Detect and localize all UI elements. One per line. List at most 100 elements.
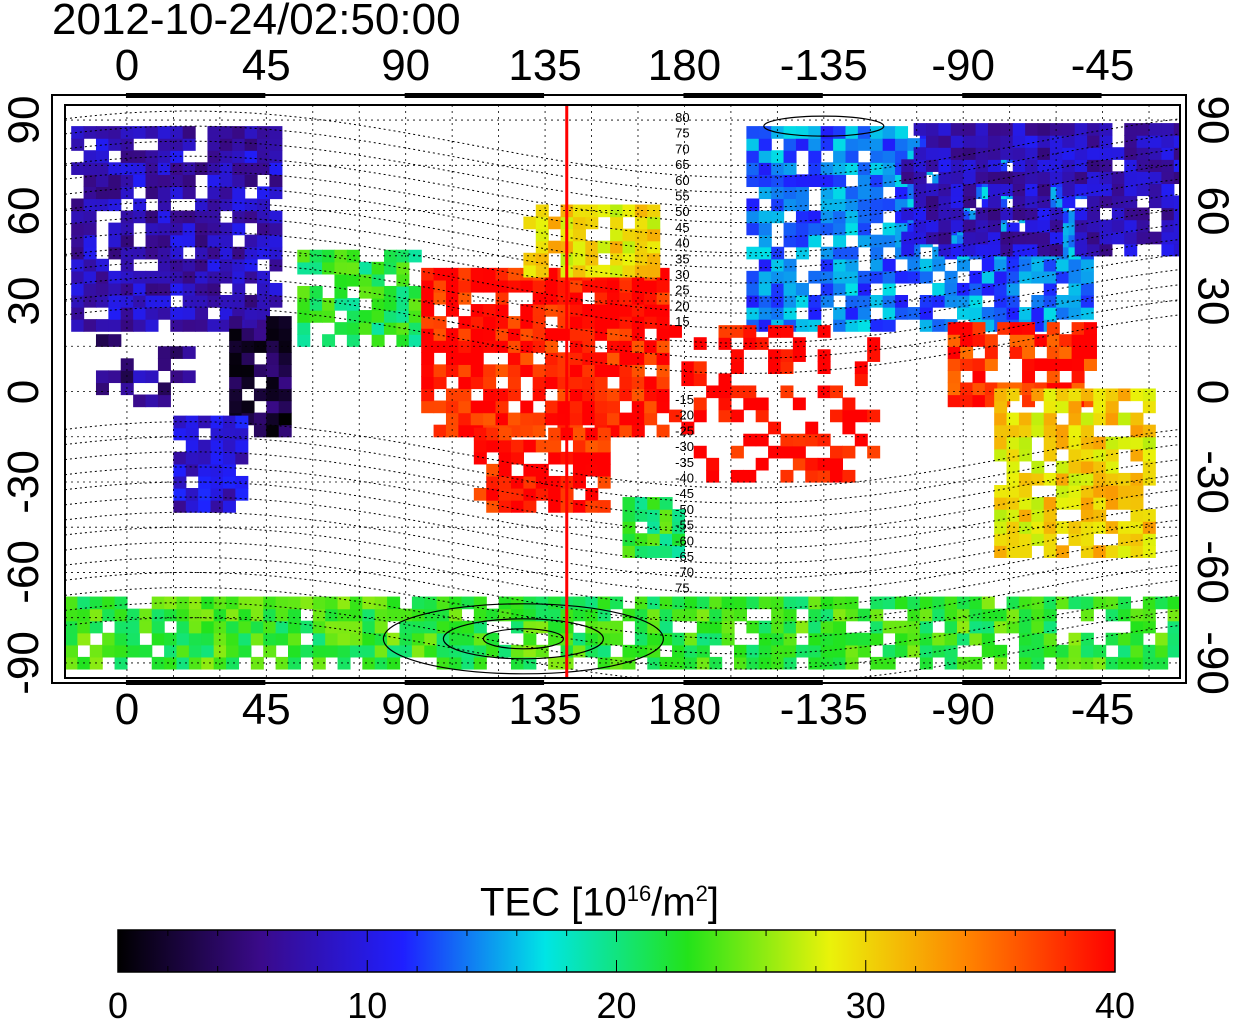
tec-cell	[783, 150, 797, 163]
tec-cell	[913, 147, 927, 160]
tec-cell	[870, 174, 884, 188]
tec-cell	[278, 316, 292, 329]
tec-cell	[222, 488, 236, 501]
tec-cell	[1043, 620, 1057, 634]
tec-cell	[746, 270, 760, 284]
tec-cell	[95, 138, 109, 151]
tec-cell	[1130, 608, 1144, 622]
tec-cell	[987, 135, 1001, 148]
tec-cell	[854, 373, 868, 387]
contour-line	[65, 200, 1180, 269]
tec-cell	[145, 234, 159, 248]
tec-cell	[950, 195, 964, 209]
tec-cell	[1068, 412, 1082, 426]
tec-cell	[1031, 509, 1045, 522]
tec-cell	[634, 533, 648, 546]
tec-cell	[607, 279, 621, 293]
tec-cell	[882, 198, 896, 212]
tec-cell	[396, 298, 410, 311]
tec-cell	[1046, 346, 1060, 359]
contour-line	[65, 155, 1180, 224]
tec-cell	[857, 632, 871, 646]
tec-cell	[232, 126, 246, 139]
tec-cell	[795, 319, 809, 332]
tec-cell	[607, 412, 621, 426]
tec-cell	[244, 234, 258, 248]
tec-cell	[266, 412, 280, 426]
tec-cell	[1118, 656, 1132, 670]
frame-bar	[683, 93, 823, 98]
tec-cell	[133, 126, 147, 139]
tec-cell	[1087, 183, 1101, 197]
tec-cell	[792, 445, 806, 459]
tec-cell	[938, 123, 952, 136]
tec-cell	[981, 632, 995, 646]
tec-cell	[210, 451, 224, 465]
tec-cell	[325, 596, 339, 610]
tec-cell	[1074, 207, 1088, 221]
tec-cell	[830, 385, 844, 399]
tec-cell	[1056, 270, 1070, 284]
tec-cell	[1093, 400, 1107, 414]
tec-cell	[241, 328, 255, 341]
tec-cell	[1118, 608, 1132, 622]
tec-cell	[644, 316, 658, 329]
tec-cell	[895, 620, 909, 634]
tec-cell	[969, 620, 983, 634]
tec-cell	[1099, 123, 1113, 136]
tec-cell	[257, 246, 271, 260]
tec-cell	[833, 620, 847, 634]
tec-cell	[278, 400, 292, 414]
tec-cell	[907, 258, 921, 272]
tec-cell	[232, 294, 246, 308]
tec-cell	[532, 328, 546, 341]
tec-cell	[424, 608, 438, 622]
tec-cell	[994, 644, 1008, 658]
longitude-tick-label: 90	[381, 685, 431, 734]
tec-cell	[984, 334, 998, 347]
tec-cell	[1018, 509, 1032, 522]
tec-cell	[535, 228, 549, 242]
tec-cell	[71, 198, 85, 212]
tec-cell	[288, 620, 301, 634]
tec-cell	[833, 270, 847, 284]
tec-cell	[201, 620, 215, 634]
tec-cell	[820, 198, 834, 212]
tec-cell	[535, 204, 549, 218]
tec-cell	[1046, 358, 1060, 371]
tec-cell	[870, 138, 884, 151]
tec-cell	[972, 334, 986, 347]
tec-cell	[1037, 135, 1051, 148]
tec-cell	[486, 463, 500, 477]
latitude-tick-label: -90	[0, 631, 48, 695]
tec-cell	[1043, 424, 1057, 438]
tec-cell	[597, 644, 611, 658]
tec-cell	[1018, 448, 1032, 462]
tec-cell	[1000, 171, 1014, 185]
tec-cell	[1142, 448, 1156, 462]
tec-cell	[1161, 147, 1175, 160]
tec-cell	[783, 644, 797, 658]
tec-cell	[882, 294, 896, 308]
tec-cell	[783, 186, 797, 200]
tec-cell	[610, 632, 624, 646]
tec-cell	[987, 159, 1001, 172]
tec-cell	[1056, 497, 1070, 510]
tec-cell	[83, 234, 97, 248]
tec-cell	[1043, 282, 1057, 296]
tec-cell	[275, 596, 289, 610]
tec-cell	[987, 231, 1001, 245]
tec-cell	[907, 270, 921, 284]
tec-cell	[95, 270, 109, 284]
tec-cell	[411, 608, 425, 622]
tec-cell	[771, 162, 785, 175]
tec-data-layer	[65, 123, 1180, 670]
tec-cell	[71, 258, 85, 272]
tec-cell	[969, 656, 983, 670]
tec-cell	[362, 596, 376, 610]
tec-cell	[730, 349, 744, 362]
tec-cell	[870, 210, 884, 224]
tec-cell	[325, 608, 339, 622]
tec-cell	[659, 545, 673, 558]
tec-cell	[458, 388, 472, 402]
